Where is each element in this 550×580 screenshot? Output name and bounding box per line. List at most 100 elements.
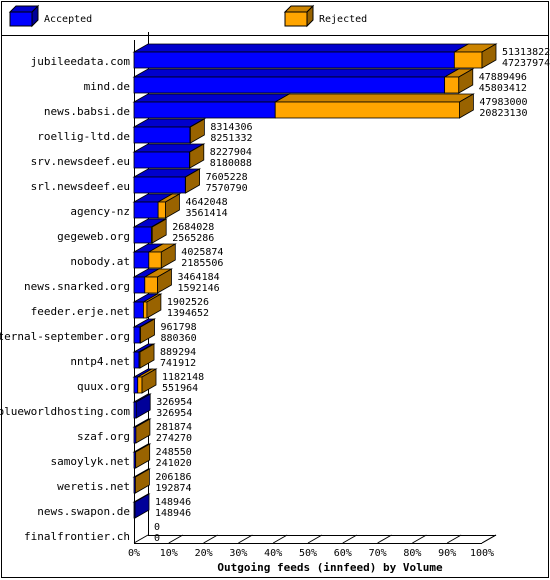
total-label: 148946 xyxy=(155,497,191,508)
accepted-bar-top xyxy=(132,93,291,103)
category-label: roellig-ltd.de xyxy=(37,130,130,143)
total-label: 206186 xyxy=(155,472,191,483)
rejected-bar xyxy=(143,301,148,319)
accepted-bar-side xyxy=(134,493,150,519)
category-label: news.swapon.de xyxy=(37,505,130,518)
rejected-bar xyxy=(453,51,483,69)
category-label: samoylyk.net xyxy=(51,455,130,468)
accepted-label: 3561414 xyxy=(185,208,227,219)
rejected-bar xyxy=(157,201,166,219)
total-label: 51313822 xyxy=(502,47,550,58)
accepted-bar xyxy=(133,76,446,94)
accepted-label: 47237974 xyxy=(502,58,550,69)
x-tick-label: 100% xyxy=(470,548,494,559)
accepted-label: 20823130 xyxy=(479,108,527,119)
accepted-bar xyxy=(133,276,146,294)
rejected-bar-side xyxy=(157,268,172,294)
total-label: 4025874 xyxy=(181,247,223,258)
category-label: jubileedata.com xyxy=(31,55,131,68)
total-label: 8314306 xyxy=(210,122,252,133)
total-label: 961798 xyxy=(161,322,197,333)
accepted-bar-top xyxy=(132,68,461,78)
x-tick-label: 50% xyxy=(299,548,317,559)
total-label: 1182148 xyxy=(162,372,204,383)
accepted-label: 45803412 xyxy=(479,83,527,94)
x-tick-label: 60% xyxy=(334,548,352,559)
rejected-bar-side xyxy=(151,218,167,244)
accepted-label: 741912 xyxy=(160,358,196,369)
accepted-bar xyxy=(133,51,455,69)
total-label: 1902526 xyxy=(167,297,209,308)
accepted-bar xyxy=(133,201,159,219)
category-label: srl.newsdeef.eu xyxy=(31,180,130,193)
accepted-bar xyxy=(133,176,186,194)
rejected-bar-side xyxy=(134,468,150,494)
rejected-bar-side xyxy=(458,68,474,94)
total-label: 7605228 xyxy=(206,172,248,183)
category-label: news.babsi.de xyxy=(44,105,130,118)
rejected-bar xyxy=(144,276,158,294)
x-tick-label: 20% xyxy=(195,548,213,559)
accepted-bar xyxy=(133,326,141,344)
accepted-bar-top xyxy=(132,43,470,53)
accepted-label: 148946 xyxy=(155,508,191,519)
x-tick xyxy=(446,534,462,544)
category-label: blueworldhosting.com xyxy=(0,405,130,418)
x-tick-label: 10% xyxy=(160,548,178,559)
category-label: nobody.at xyxy=(70,255,130,268)
category-label: feeder.erje.net xyxy=(31,305,130,318)
category-label: srv.newsdeef.eu xyxy=(31,155,130,168)
category-label: szaf.org xyxy=(77,430,130,443)
rejected-bar-side xyxy=(189,118,205,144)
category-label: quux.org xyxy=(77,380,130,393)
x-tick-label: 80% xyxy=(403,548,421,559)
category-label: mind.de xyxy=(84,80,130,93)
accepted-bar xyxy=(133,226,152,244)
accepted-label: 880360 xyxy=(161,333,197,344)
rejected-bar-side xyxy=(135,443,151,469)
accepted-bar xyxy=(133,301,144,319)
total-label: 0 xyxy=(154,522,160,533)
legend-swatch xyxy=(9,11,33,27)
accepted-label: 0 xyxy=(154,533,160,544)
accepted-label: 326954 xyxy=(156,408,192,419)
x-tick xyxy=(133,534,149,544)
category-label: eternal-september.org xyxy=(0,330,130,343)
category-label: gegeweb.org xyxy=(57,230,130,243)
x-tick xyxy=(307,534,323,544)
x-tick xyxy=(377,534,392,544)
x-axis-title: Outgoing feeds (innfeed) by Volume xyxy=(217,561,443,574)
legend-swatch xyxy=(284,11,308,27)
rejected-bar xyxy=(148,251,162,269)
x-tick-label: 70% xyxy=(369,548,387,559)
accepted-label: 192874 xyxy=(155,483,191,494)
total-label: 4642048 xyxy=(185,197,227,208)
total-label: 326954 xyxy=(156,397,192,408)
total-label: 248550 xyxy=(156,447,192,458)
category-label: nntp4.net xyxy=(70,355,130,368)
accepted-bar-side xyxy=(135,393,151,419)
x-tick xyxy=(272,534,288,544)
x-tick xyxy=(238,534,253,544)
total-label: 47889496 xyxy=(479,72,527,83)
category-label: finalfrontier.ch xyxy=(24,530,130,543)
category-label: weretis.net xyxy=(57,480,130,493)
rejected-bar-side xyxy=(139,343,155,369)
rejected-bar-side xyxy=(140,318,155,344)
accepted-bar xyxy=(133,376,139,394)
legend-swatch xyxy=(31,4,39,28)
rejected-bar-side xyxy=(160,243,176,269)
accepted-label: 7570790 xyxy=(206,183,248,194)
total-label: 281874 xyxy=(156,422,192,433)
x-tick-label: 30% xyxy=(229,548,247,559)
accepted-label: 551964 xyxy=(162,383,198,394)
accepted-label: 8180088 xyxy=(210,158,252,169)
rejected-bar-top xyxy=(273,93,475,103)
legend-swatch xyxy=(306,4,314,28)
total-label: 889294 xyxy=(160,347,196,358)
rejected-bar-side xyxy=(185,168,200,194)
category-label: agency-nz xyxy=(70,205,130,218)
total-label: 3464184 xyxy=(177,272,219,283)
accepted-label: 1394652 xyxy=(167,308,209,319)
